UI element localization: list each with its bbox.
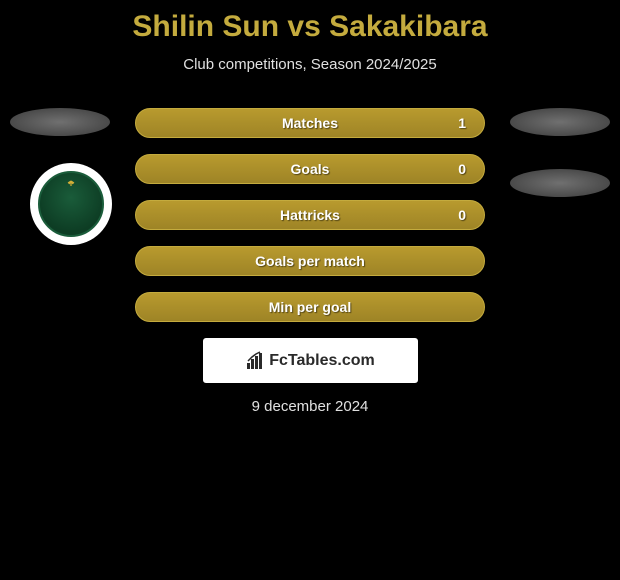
stat-value: 0 [458, 161, 466, 177]
stat-label: Goals [291, 161, 330, 177]
player-left-flag-placeholder [10, 108, 110, 136]
comparison-area: Matches 1 Goals 0 Hattricks 0 Goals per … [0, 108, 620, 415]
stat-row-matches: Matches 1 [135, 108, 485, 138]
right-player-column [510, 108, 610, 217]
stat-label: Matches [282, 115, 338, 131]
palm-icon [64, 179, 78, 196]
club-logo-left [30, 163, 112, 245]
stat-row-min-per-goal: Min per goal [135, 292, 485, 322]
left-player-column [10, 108, 110, 156]
stat-row-hattricks: Hattricks 0 [135, 200, 485, 230]
stat-row-goals: Goals 0 [135, 154, 485, 184]
club-logo-emblem [38, 171, 104, 237]
branding-badge[interactable]: FcTables.com [203, 338, 418, 383]
date-label: 9 december 2024 [0, 398, 620, 415]
chart-icon [245, 351, 265, 371]
page-title: Shilin Sun vs Sakakibara [0, 0, 620, 44]
stat-value: 1 [458, 115, 466, 131]
stat-label: Min per goal [269, 299, 351, 315]
player-right-flag-placeholder [510, 108, 610, 136]
stat-value: 0 [458, 207, 466, 223]
stat-label: Goals per match [255, 253, 365, 269]
branding-text: FcTables.com [269, 352, 375, 370]
subtitle: Club competitions, Season 2024/2025 [0, 56, 620, 73]
stat-bars-container: Matches 1 Goals 0 Hattricks 0 Goals per … [135, 108, 485, 322]
player-right-club-placeholder [510, 169, 610, 197]
stat-row-goals-per-match: Goals per match [135, 246, 485, 276]
stat-label: Hattricks [280, 207, 340, 223]
